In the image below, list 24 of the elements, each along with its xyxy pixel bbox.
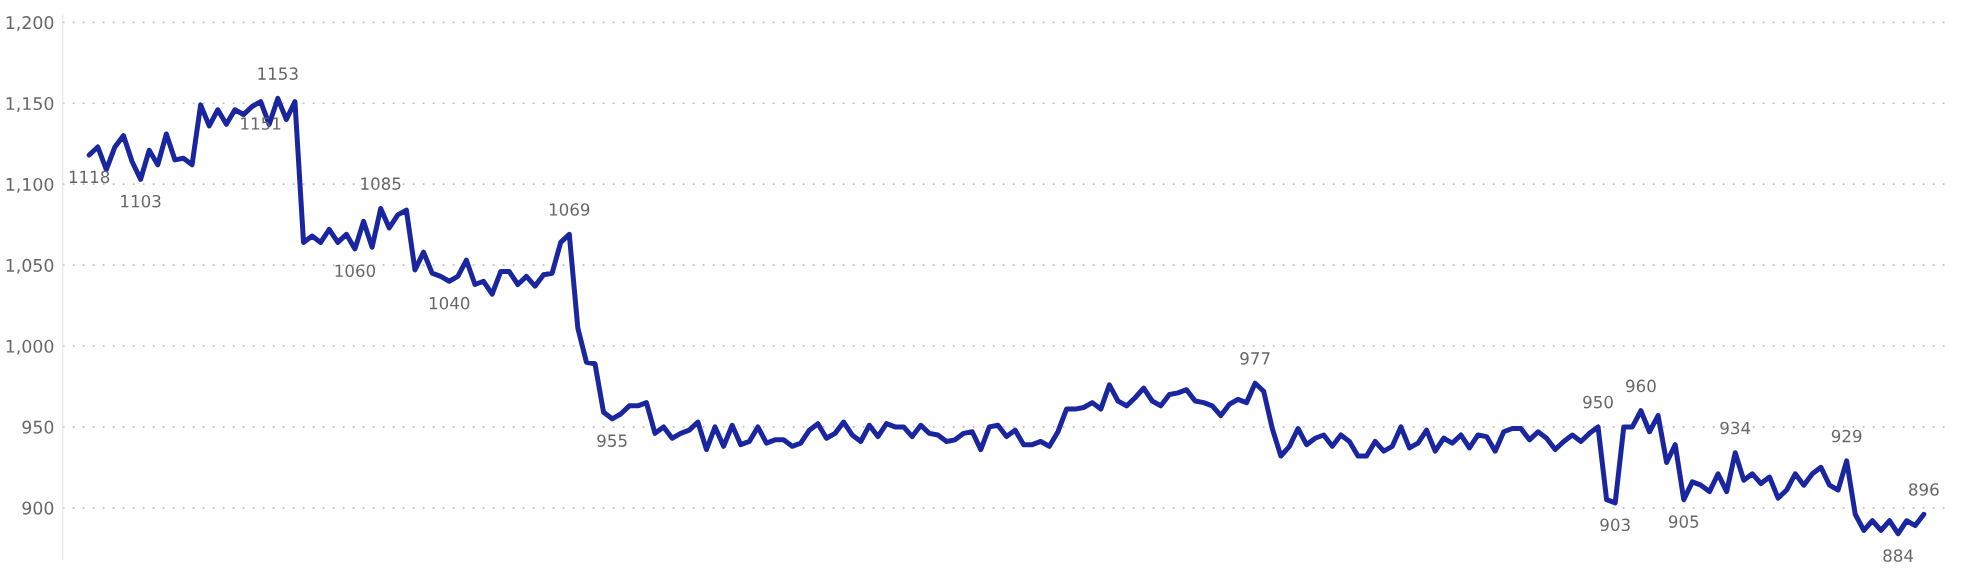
y-tick-label: 900 (22, 501, 54, 515)
data-label: 955 (597, 434, 627, 447)
data-label: 1069 (549, 203, 590, 216)
y-tick-label: 1,000 (6, 339, 54, 355)
data-label: 950 (1583, 395, 1613, 409)
data-label: 1085 (361, 177, 401, 190)
data-label: 977 (1240, 352, 1270, 365)
data-label: 934 (1720, 421, 1751, 435)
y-tick-label: 1,100 (6, 177, 54, 193)
y-tick-label: 950 (22, 420, 54, 434)
data-label: 896 (1909, 483, 1939, 496)
data-label: 905 (1668, 515, 1699, 528)
y-tick-label: 1,200 (6, 16, 54, 31)
data-label: 1060 (335, 264, 376, 278)
data-label: 1153 (258, 67, 298, 80)
data-label: 960 (1626, 379, 1656, 393)
data-label: 929 (1831, 429, 1862, 443)
data-label: 1040 (429, 296, 470, 310)
data-label: 1118 (69, 170, 110, 184)
data-label: 884 (1883, 549, 1914, 562)
data-label: 903 (1600, 518, 1630, 532)
data-label: 1103 (121, 194, 161, 208)
y-tick-label: 1,050 (6, 258, 54, 274)
y-tick-label: 1,150 (6, 96, 54, 112)
